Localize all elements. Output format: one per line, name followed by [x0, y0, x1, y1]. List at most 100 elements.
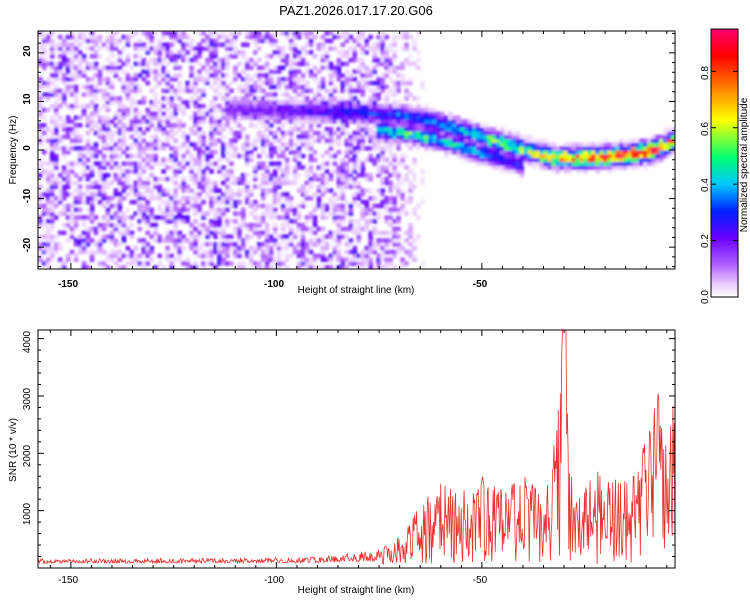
- heatmap-cell: [149, 142, 155, 147]
- heatmap-cell: [225, 46, 230, 51]
- heatmap-cell: [591, 165, 596, 170]
- heatmap-cell: [101, 126, 107, 132]
- heatmap-cell: [436, 142, 441, 147]
- heatmap-cell: [348, 207, 354, 213]
- heatmap-cell: [635, 138, 640, 143]
- heatmap-cell: [356, 180, 362, 186]
- heatmap-cell: [252, 73, 258, 78]
- heatmap-cell: [141, 249, 147, 255]
- heatmap-cell: [292, 34, 298, 40]
- top-ytick-label: -20: [22, 237, 33, 252]
- heatmap-cell: [53, 234, 59, 239]
- heatmap-cell: [667, 142, 672, 147]
- heatmap-cell: [260, 196, 266, 201]
- heatmap-cell: [348, 176, 354, 182]
- heatmap-cell: [221, 84, 226, 90]
- heatmap-cell: [173, 73, 178, 78]
- heatmap-cell: [117, 119, 123, 124]
- heatmap-cell: [121, 107, 127, 113]
- heatmap-cell: [113, 188, 119, 193]
- heatmap-cell: [304, 80, 310, 86]
- heatmap-cell: [45, 234, 51, 239]
- heatmap-cell: [57, 69, 63, 74]
- heatmap-cell: [316, 199, 322, 205]
- heatmap-cell: [404, 57, 409, 63]
- heatmap-cell: [77, 123, 83, 128]
- heatmap-cell: [105, 92, 111, 97]
- heatmap-cell: [125, 253, 131, 259]
- heatmap-cell: [89, 61, 95, 67]
- heatmap-cell: [460, 142, 465, 147]
- heatmap-cell: [655, 157, 660, 163]
- heatmap-cell: [89, 146, 95, 151]
- heatmap-cell: [133, 161, 139, 166]
- heatmap-cell: [364, 107, 370, 113]
- heatmap-cell: [45, 219, 51, 224]
- heatmap-cell: [368, 230, 374, 236]
- heatmap-cell: [149, 196, 155, 201]
- heatmap-cell: [113, 61, 119, 67]
- heatmap-cell: [404, 249, 409, 255]
- heatmap-cell: [615, 161, 620, 166]
- heatmap-cell: [169, 238, 174, 243]
- heatmap-cell: [404, 142, 409, 147]
- heatmap-cell: [272, 107, 278, 113]
- heatmap-cell: [49, 226, 55, 232]
- heatmap-cell: [384, 157, 389, 163]
- heatmap-cell: [352, 146, 358, 151]
- heatmap-cell: [471, 130, 477, 136]
- heatmap-cell: [336, 96, 342, 101]
- heatmap-cell: [57, 188, 63, 193]
- heatmap-cell: [237, 176, 242, 182]
- heatmap-cell: [428, 107, 433, 113]
- heatmap-cell: [272, 69, 278, 74]
- heatmap-cell: [105, 211, 111, 216]
- heatmap-cell: [368, 261, 374, 266]
- heatmap-cell: [368, 88, 374, 94]
- heatmap-cell: [81, 111, 87, 117]
- heatmap-cell: [133, 73, 139, 78]
- heatmap-cell: [121, 34, 127, 40]
- heatmap-cell: [551, 153, 557, 159]
- heatmap-cell: [340, 157, 346, 163]
- heatmap-cell: [193, 245, 198, 251]
- heatmap-cell: [101, 203, 107, 209]
- heatmap-cell: [85, 199, 91, 205]
- heatmap-cell: [344, 199, 350, 205]
- heatmap-cell: [308, 265, 314, 269]
- heatmap-cell: [503, 142, 509, 147]
- heatmap-cell: [400, 130, 405, 136]
- heatmap-cell: [109, 249, 115, 255]
- heatmap-cell: [384, 130, 389, 136]
- heatmap-cell: [404, 173, 409, 178]
- heatmap-cell: [165, 211, 170, 216]
- heatmap-cell: [336, 65, 342, 70]
- heatmap-cell: [344, 150, 350, 155]
- heatmap-cell: [280, 77, 286, 82]
- heatmap-cell: [352, 253, 358, 259]
- heatmap-cell: [157, 57, 163, 63]
- heatmap-cell: [639, 146, 644, 151]
- heatmap-cell: [376, 126, 381, 132]
- heatmap-cell: [256, 219, 262, 224]
- heatmap-cell: [292, 119, 298, 124]
- heatmap-cell: [209, 73, 214, 78]
- heatmap-cell: [479, 150, 485, 155]
- heatmap-cell: [292, 61, 298, 67]
- heatmap-cell: [213, 50, 218, 55]
- heatmap-cell: [201, 46, 206, 51]
- heatmap-cell: [272, 111, 278, 117]
- heatmap-cell: [197, 230, 202, 236]
- heatmap-cell: [97, 130, 103, 136]
- heatmap-cell: [137, 165, 143, 170]
- heatmap-cell: [125, 80, 131, 86]
- heatmap-cell: [57, 192, 63, 197]
- heatmap-cell: [356, 103, 362, 109]
- heatmap-cell: [296, 92, 302, 97]
- heatmap-cell: [205, 157, 210, 163]
- heatmap-cell: [153, 157, 159, 163]
- heatmap-cell: [324, 257, 330, 262]
- heatmap-cell: [559, 157, 565, 163]
- heatmap-cell: [38, 103, 43, 109]
- heatmap-cell: [264, 119, 270, 124]
